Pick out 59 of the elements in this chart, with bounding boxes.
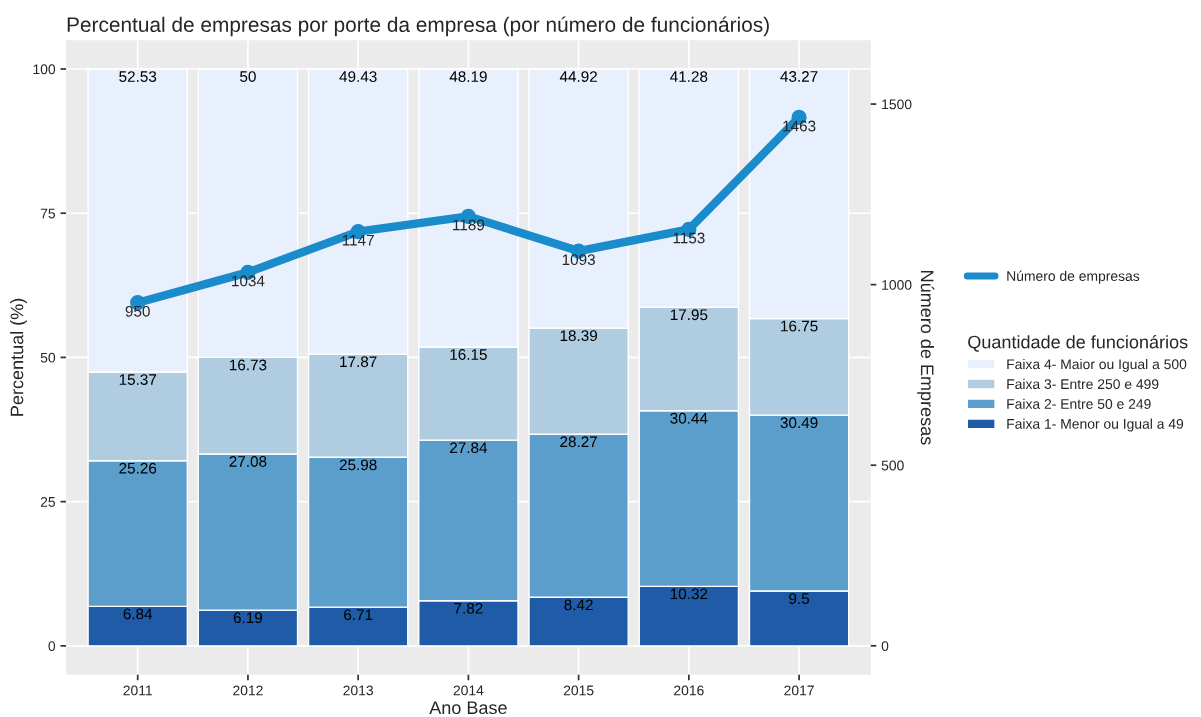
data-label: 17.95 — [670, 309, 708, 321]
data-label: 9.5 — [789, 593, 810, 605]
legend-label: Faixa 1- Menor ou Igual a 49 — [1007, 418, 1184, 432]
y-tick-label: 50 — [40, 352, 56, 363]
data-label: 25.26 — [119, 462, 157, 474]
legend-label: Número de empresas — [1007, 270, 1140, 284]
data-label: 15.37 — [119, 374, 157, 385]
data-label: 49.43 — [339, 71, 377, 83]
y-tick-label: 25 — [40, 496, 56, 507]
data-label: 10.32 — [670, 588, 708, 600]
x-tick-label: 2012 — [233, 685, 263, 696]
y-tick-label: 0 — [48, 641, 56, 652]
y2-tick-label: 500 — [881, 460, 904, 471]
data-label: 1147 — [342, 234, 374, 246]
legend-label: Faixa 4- Maior ou Igual a 500 — [1007, 358, 1187, 372]
data-label: 27.84 — [450, 442, 488, 454]
data-label: 44.92 — [559, 71, 597, 82]
data-label: 18.39 — [560, 330, 598, 342]
data-label: 30.49 — [780, 417, 818, 429]
data-label: 6.71 — [344, 609, 373, 621]
legend-title: Quantidade de funcionários — [968, 334, 1188, 352]
chart-title: Percentual de empresas por porte da empresa (por número de funcionários) — [67, 16, 769, 37]
x-tick-label: 2013 — [343, 685, 373, 696]
data-label: 28.27 — [560, 436, 597, 448]
y2-tick-label: 1000 — [882, 279, 912, 290]
data-label: 17.87 — [340, 356, 377, 368]
data-label: 50 — [240, 71, 256, 82]
y2-axis-title: Número de Empresas — [917, 271, 935, 445]
data-label: 1034 — [232, 275, 265, 287]
data-label: 1153 — [673, 232, 705, 244]
data-label: 16.75 — [781, 320, 818, 332]
data-label: 16.15 — [450, 349, 487, 360]
data-label: 6.19 — [233, 612, 263, 624]
data-label: 41.28 — [670, 71, 708, 83]
data-label: 48.19 — [449, 71, 487, 82]
y-tick-label: 100 — [33, 64, 56, 75]
y2-tick-label: 1500 — [882, 99, 912, 110]
y-tick-label: 75 — [40, 208, 56, 219]
x-tick-label: 2016 — [674, 685, 704, 696]
data-label: 8.42 — [564, 599, 593, 611]
data-label: 950 — [125, 305, 150, 317]
x-tick-label: 2017 — [784, 685, 814, 696]
x-tick-label: 2011 — [123, 685, 152, 696]
legend-label: Faixa 3- Entre 250 e 499 — [1007, 378, 1159, 390]
y-axis-title: Percentual (%) — [10, 298, 27, 416]
y2-tick-label: 0 — [881, 641, 889, 651]
data-label: 30.44 — [670, 412, 708, 424]
data-label: 16.73 — [229, 359, 267, 371]
x-tick-label: 2014 — [453, 685, 484, 696]
legend-label: Faixa 2- Entre 50 e 249 — [1007, 398, 1151, 409]
x-tick-label: 2015 — [563, 685, 594, 696]
data-label: 43.27 — [780, 71, 818, 82]
data-label: 52.53 — [119, 71, 157, 82]
data-label: 7.82 — [454, 602, 483, 614]
data-label: 27.08 — [229, 456, 267, 467]
data-label: 1093 — [562, 254, 595, 266]
data-label: 6.84 — [123, 608, 153, 620]
x-axis-title: Ano Base — [429, 701, 507, 715]
data-label: 25.98 — [339, 459, 377, 471]
